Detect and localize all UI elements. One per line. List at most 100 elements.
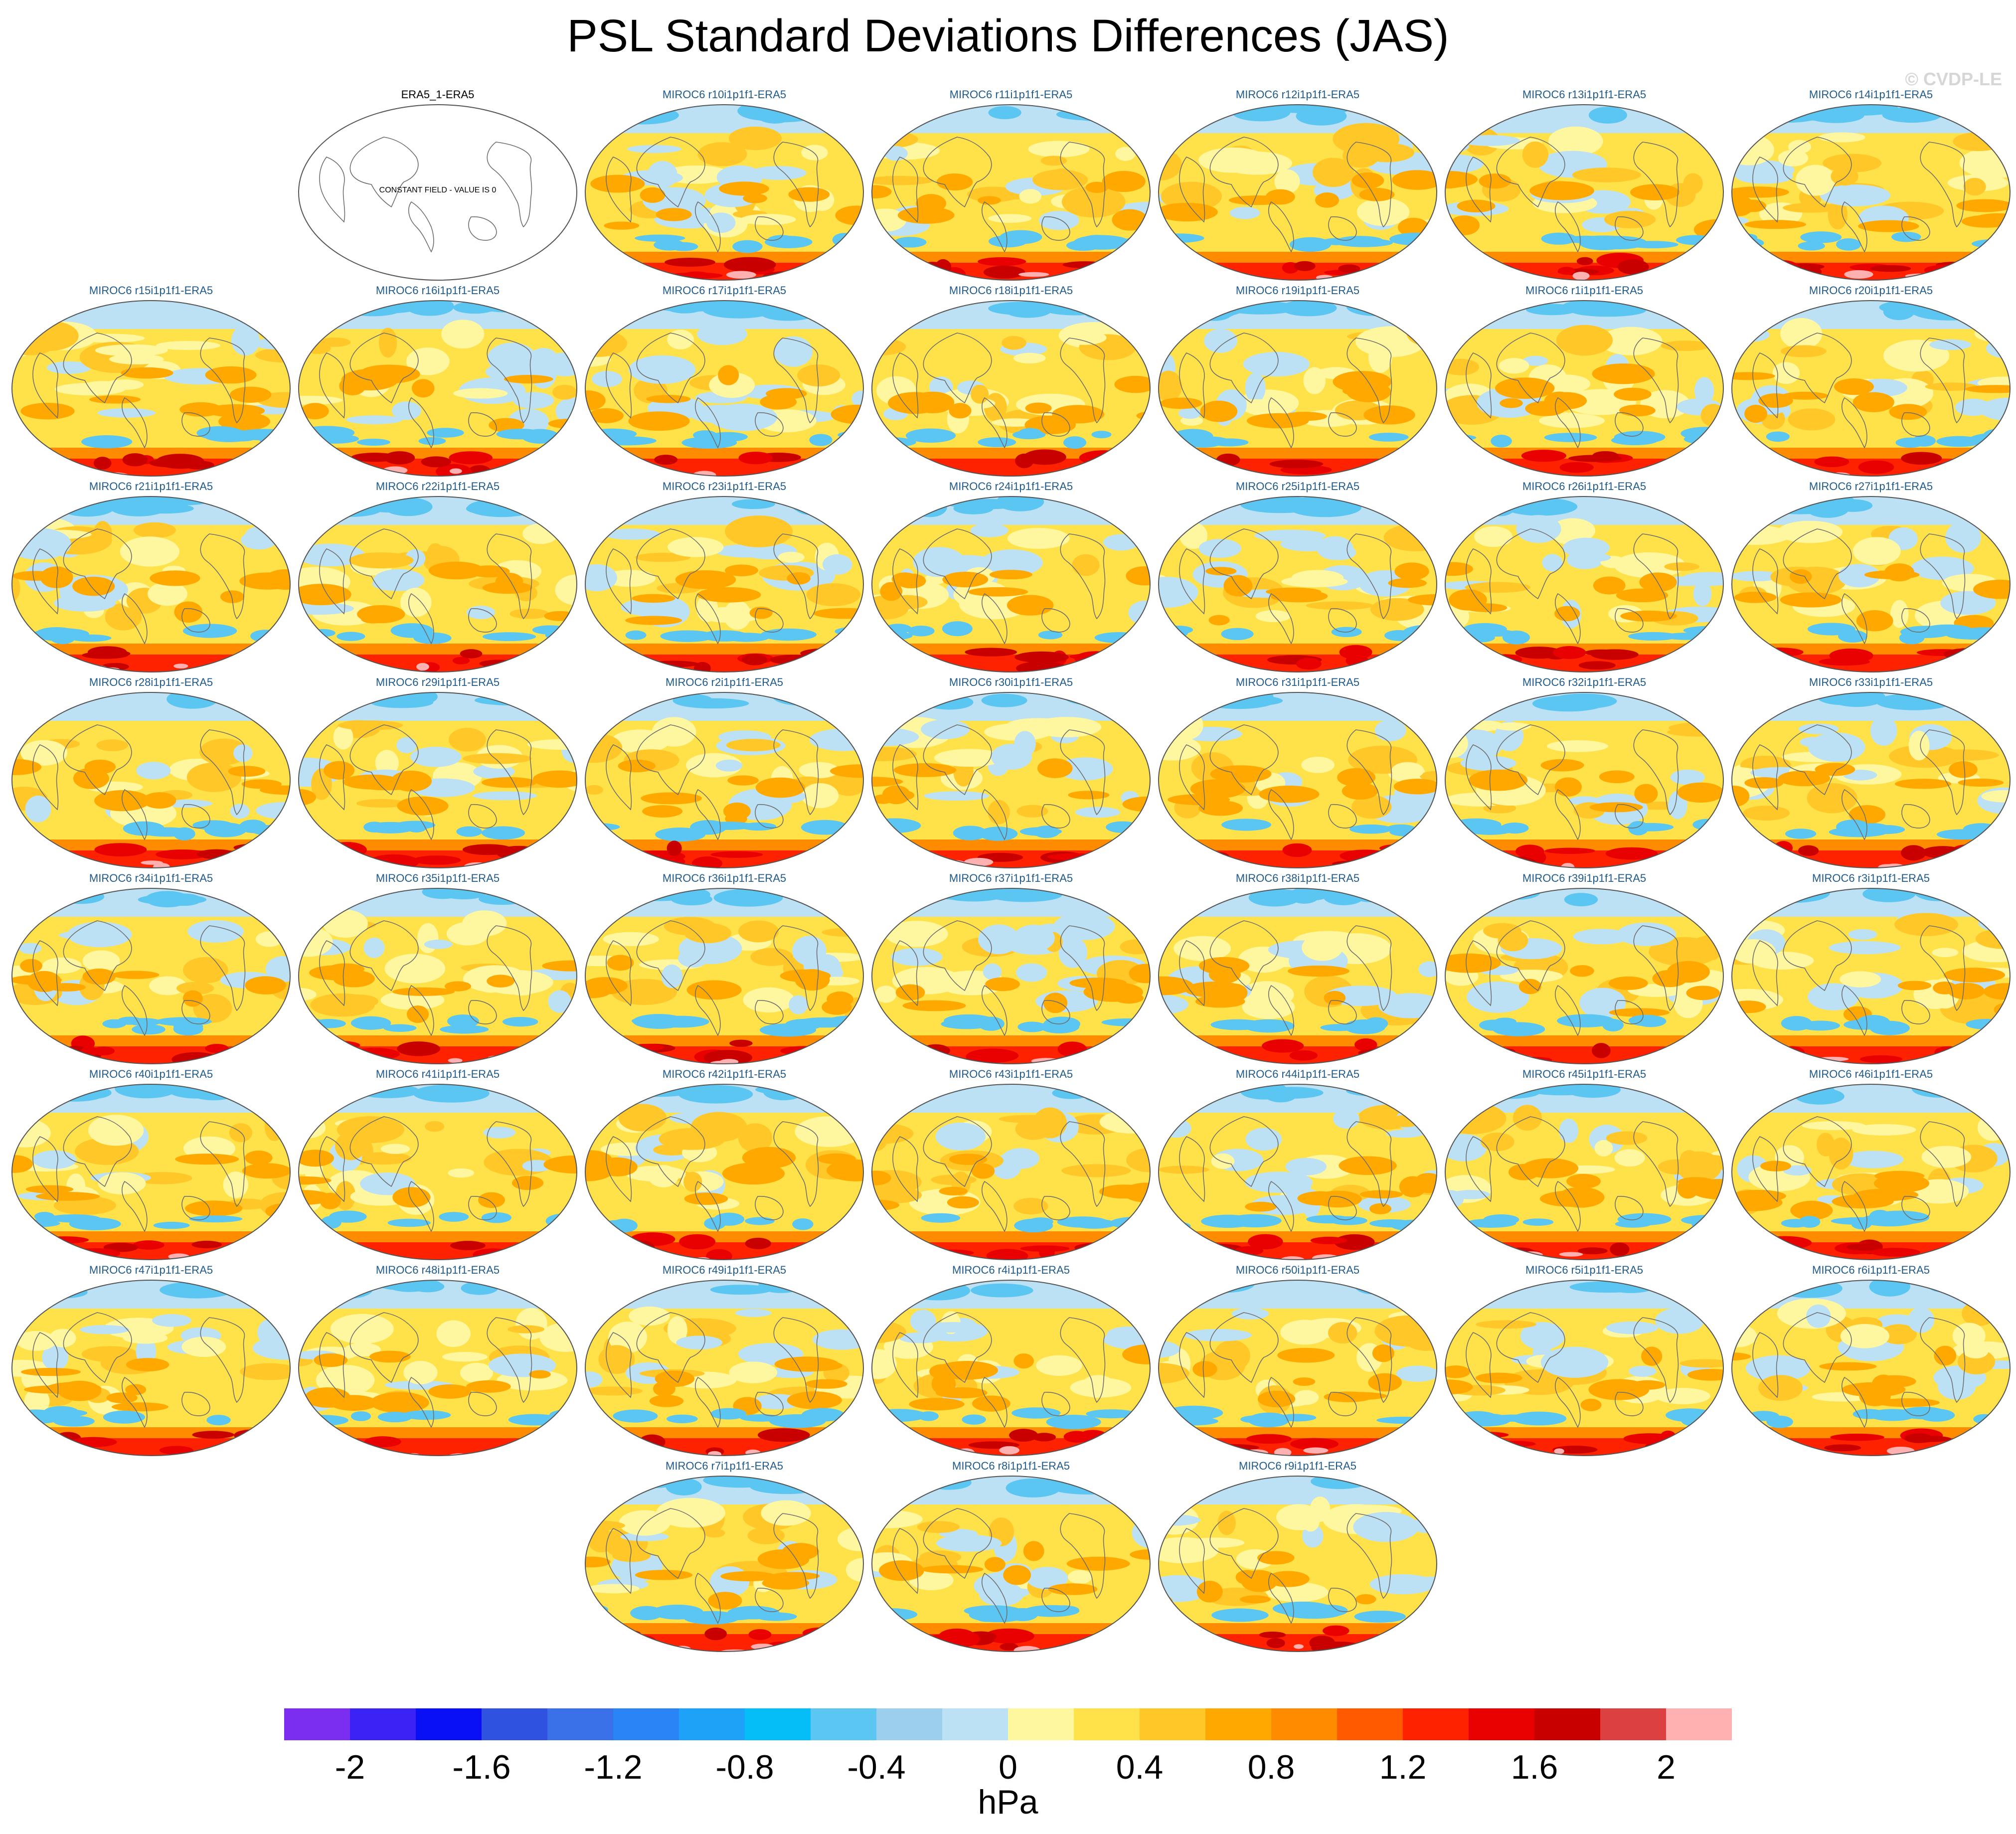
colorbar-swatch	[1205, 1708, 1272, 1740]
panel-title: MIROC6 r39i1p1f1-ERA5	[1522, 872, 1647, 884]
panel-title: MIROC6 r3i1p1f1-ERA5	[1812, 872, 1930, 884]
map-panel: MIROC6 r36i1p1f1-ERA5	[583, 871, 865, 1066]
panel-title: MIROC6 r42i1p1f1-ERA5	[662, 1068, 787, 1080]
map-panel: MIROC6 r3i1p1f1-ERA5	[1730, 871, 2012, 1066]
panel-title: MIROC6 r20i1p1f1-ERA5	[1809, 284, 1933, 297]
panel-title: MIROC6 r2i1p1f1-ERA5	[666, 676, 783, 688]
map-panel: MIROC6 r12i1p1f1-ERA5	[1157, 87, 1439, 283]
globe-map	[1731, 1280, 2011, 1456]
map-panel: MIROC6 r25i1p1f1-ERA5	[1157, 479, 1439, 674]
globe-map	[585, 692, 864, 868]
reference-map-panel: ERA5_1-ERA5 CONSTANT FIELD - VALUE IS 0	[297, 87, 579, 283]
globe-map	[11, 1084, 291, 1260]
panel-title: MIROC6 r50i1p1f1-ERA5	[1235, 1264, 1360, 1276]
colorbar-swatch	[1074, 1708, 1140, 1740]
constant-field-label: CONSTANT FIELD - VALUE IS 0	[379, 186, 497, 194]
colorbar-tick-label: 1.2	[1379, 1748, 1427, 1786]
panel-title: MIROC6 r19i1p1f1-ERA5	[1235, 284, 1360, 297]
panel-title: MIROC6 r45i1p1f1-ERA5	[1522, 1068, 1647, 1080]
panel-title: MIROC6 r17i1p1f1-ERA5	[662, 284, 787, 297]
map-panel: MIROC6 r35i1p1f1-ERA5	[297, 871, 579, 1066]
globe-map: CONSTANT FIELD - VALUE IS 0	[298, 104, 577, 281]
globe-map	[1158, 104, 1437, 281]
map-panel: MIROC6 r50i1p1f1-ERA5	[1157, 1263, 1439, 1458]
globe-map	[871, 1084, 1151, 1260]
map-panel: MIROC6 r24i1p1f1-ERA5	[870, 479, 1152, 674]
globe-map	[1731, 1084, 2011, 1260]
panel-title: MIROC6 r37i1p1f1-ERA5	[949, 872, 1073, 884]
globe-map	[11, 888, 291, 1064]
colorbar-tick-label: 1.6	[1511, 1748, 1558, 1786]
panel-title: MIROC6 r41i1p1f1-ERA5	[375, 1068, 500, 1080]
map-panel: MIROC6 r1i1p1f1-ERA5	[1443, 283, 1725, 479]
panel-title: MIROC6 r34i1p1f1-ERA5	[89, 872, 213, 884]
globe-map	[298, 692, 577, 868]
panel-title: MIROC6 r21i1p1f1-ERA5	[89, 480, 213, 493]
map-panel: MIROC6 r47i1p1f1-ERA5	[10, 1263, 292, 1458]
panel-title: MIROC6 r48i1p1f1-ERA5	[375, 1264, 500, 1276]
panel-title: MIROC6 r28i1p1f1-ERA5	[89, 676, 213, 688]
globe-map	[298, 300, 577, 477]
panel-title: MIROC6 r14i1p1f1-ERA5	[1809, 88, 1933, 101]
panel-title: MIROC6 r25i1p1f1-ERA5	[1235, 480, 1360, 493]
globe-map	[585, 1084, 864, 1260]
colorbar-swatch	[811, 1708, 877, 1740]
globe-map	[298, 1280, 577, 1456]
globe-map	[1158, 1084, 1437, 1260]
colorbar-tick-label: 2	[1657, 1748, 1676, 1786]
colorbar-tick-label: 0	[999, 1748, 1017, 1786]
map-panel: MIROC6 r6i1p1f1-ERA5	[1730, 1263, 2012, 1458]
panel-title: MIROC6 r1i1p1f1-ERA5	[1525, 284, 1643, 297]
colorbar-swatch	[284, 1708, 350, 1740]
globe-map	[1158, 300, 1437, 477]
panel-title: MIROC6 r15i1p1f1-ERA5	[89, 284, 213, 297]
map-panel: MIROC6 r43i1p1f1-ERA5	[870, 1067, 1152, 1262]
globe-map	[1158, 692, 1437, 868]
globe-map	[1445, 1280, 1724, 1456]
globe-map	[585, 888, 864, 1064]
map-panel: MIROC6 r38i1p1f1-ERA5	[1157, 871, 1439, 1066]
globe-map	[11, 692, 291, 868]
panel-title: MIROC6 r24i1p1f1-ERA5	[949, 480, 1073, 493]
map-panel: MIROC6 r15i1p1f1-ERA5	[10, 283, 292, 479]
panel-title: MIROC6 r47i1p1f1-ERA5	[89, 1264, 213, 1276]
map-panel: MIROC6 r2i1p1f1-ERA5	[583, 675, 865, 870]
globe-map	[585, 1476, 864, 1652]
map-panel: MIROC6 r48i1p1f1-ERA5	[297, 1263, 579, 1458]
map-panel: MIROC6 r46i1p1f1-ERA5	[1730, 1067, 2012, 1262]
map-panel: MIROC6 r33i1p1f1-ERA5	[1730, 675, 2012, 870]
globe-map	[1158, 888, 1437, 1064]
colorbar-swatch	[1666, 1708, 1732, 1740]
globe-map	[1731, 300, 2011, 477]
panel-title: MIROC6 r38i1p1f1-ERA5	[1235, 872, 1360, 884]
panel-title: MIROC6 r11i1p1f1-ERA5	[949, 88, 1073, 101]
globe-map	[585, 300, 864, 477]
colorbar-swatch	[1534, 1708, 1601, 1740]
map-panel: MIROC6 r16i1p1f1-ERA5	[297, 283, 579, 479]
globe-map	[871, 300, 1151, 477]
panel-title: MIROC6 r29i1p1f1-ERA5	[375, 676, 500, 688]
colorbar-swatch	[876, 1708, 943, 1740]
panel-title: MIROC6 r32i1p1f1-ERA5	[1522, 676, 1647, 688]
panel-title: MIROC6 r40i1p1f1-ERA5	[89, 1068, 213, 1080]
globe-map	[1158, 496, 1437, 672]
colorbar-swatch	[1140, 1708, 1206, 1740]
globe-map	[871, 888, 1151, 1064]
panel-title: MIROC6 r44i1p1f1-ERA5	[1235, 1068, 1360, 1080]
panel-title: MIROC6 r9i1p1f1-ERA5	[1239, 1460, 1356, 1472]
globe-map	[1731, 888, 2011, 1064]
panel-title: MIROC6 r26i1p1f1-ERA5	[1522, 480, 1647, 493]
globe-map	[871, 1476, 1151, 1652]
globe-map	[871, 1280, 1151, 1456]
colorbar-swatch	[547, 1708, 614, 1740]
colorbar-swatch	[1337, 1708, 1403, 1740]
globe-map	[1445, 1084, 1724, 1260]
map-panel: MIROC6 r32i1p1f1-ERA5	[1443, 675, 1725, 870]
globe-map	[298, 888, 577, 1064]
panel-title: MIROC6 r36i1p1f1-ERA5	[662, 872, 787, 884]
panel-title: MIROC6 r10i1p1f1-ERA5	[662, 88, 787, 101]
map-panel: MIROC6 r5i1p1f1-ERA5	[1443, 1263, 1725, 1458]
panel-title: MIROC6 r30i1p1f1-ERA5	[949, 676, 1073, 688]
map-panel: MIROC6 r44i1p1f1-ERA5	[1157, 1067, 1439, 1262]
globe-map	[11, 300, 291, 477]
